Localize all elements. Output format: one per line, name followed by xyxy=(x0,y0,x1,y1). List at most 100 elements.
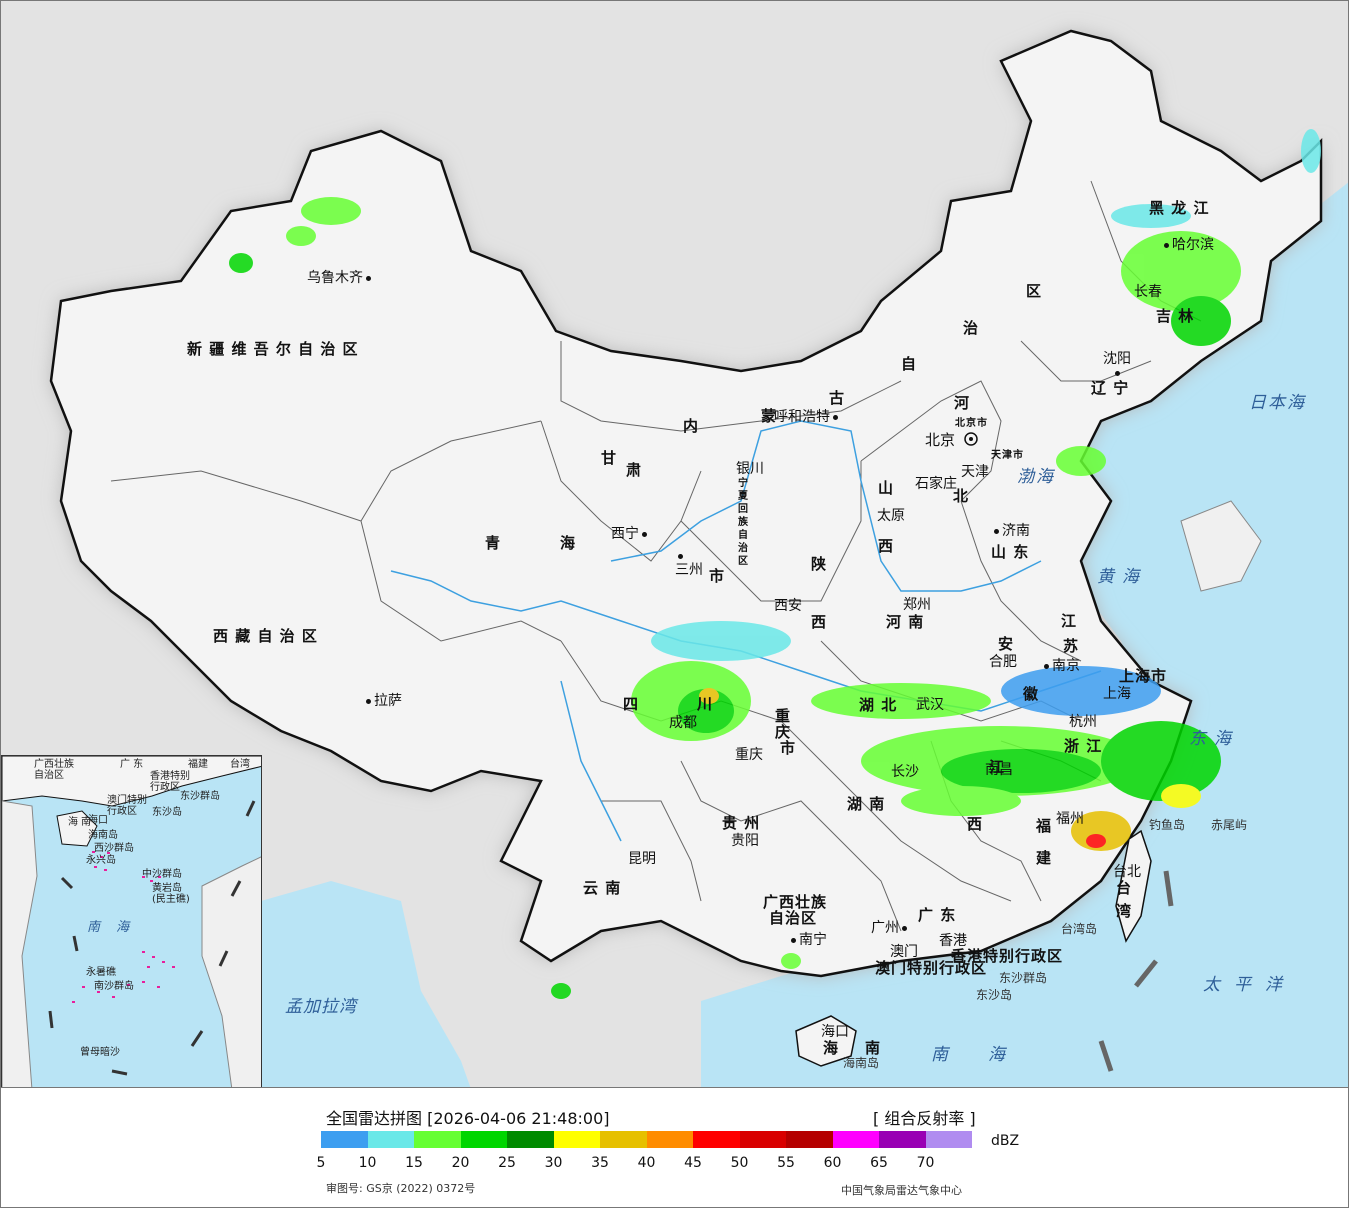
sea-east-china: 东海 xyxy=(1189,729,1239,749)
legend-color-bar xyxy=(321,1131,972,1148)
province-fujian-1: 福 xyxy=(1036,817,1053,835)
legend-swatch-1 xyxy=(367,1131,414,1148)
city-xining: 西宁 xyxy=(611,527,650,541)
legend-title: 全国雷达拼图 [2026-04-06 21:48:00] xyxy=(326,1109,610,1128)
legend-swatch-4 xyxy=(507,1131,554,1148)
inset-dongsha: 东沙群岛 xyxy=(180,791,220,802)
legend-tick-label: 45 xyxy=(684,1155,702,1171)
inset-yongxing: 永兴岛 xyxy=(86,855,116,866)
city-jinan: 济南 xyxy=(991,524,1030,538)
province-shanghai: 上海市 xyxy=(1119,667,1168,685)
island-dongsha-group: 东沙群岛 xyxy=(999,971,1048,985)
province-neimenggu-5: 治 xyxy=(963,319,980,337)
legend-swatch-7 xyxy=(646,1131,693,1148)
inset-hk: 香港特别 行政区 xyxy=(150,771,190,793)
city-guiyang: 贵阳 xyxy=(731,833,759,849)
japan-sea xyxy=(1181,182,1348,471)
inset-zhongsha: 中沙群岛 xyxy=(142,869,182,880)
province-shandong: 山 东 xyxy=(991,543,1030,561)
city-zhengzhou: 郑州 xyxy=(903,597,931,613)
province-qinghai-2: 海 xyxy=(560,534,577,552)
inset-taiwan: 台湾 xyxy=(230,759,250,770)
legend-swatch-11 xyxy=(832,1131,879,1148)
inset-map-graphic xyxy=(2,756,261,1087)
legend-swatch-6 xyxy=(600,1131,647,1148)
city-xian: 西安 xyxy=(774,598,802,614)
legend-swatch-2 xyxy=(414,1131,461,1148)
city-lhasa: 拉萨 xyxy=(363,694,402,708)
province-neimenggu-6: 区 xyxy=(1026,282,1043,300)
legend-tick-label: 30 xyxy=(544,1155,563,1171)
province-taiwan-1: 台 xyxy=(1116,879,1133,897)
province-neimenggu-2: 蒙 xyxy=(761,407,778,425)
province-shanxi-1: 山 xyxy=(878,479,895,497)
province-taiwan-2: 湾 xyxy=(1116,902,1133,920)
legend-ticks: 5 10 15 20 25 30 35 40 45 50 55 60 65 70 xyxy=(1,1155,1349,1175)
legend-tick-label: 35 xyxy=(591,1155,609,1171)
province-henan: 河 南 xyxy=(886,613,925,631)
province-hk-sar: 香港特别行政区 xyxy=(951,947,1064,965)
legend-tick-label: 5 xyxy=(316,1155,326,1171)
legend-tick-label: 15 xyxy=(405,1155,423,1171)
island-diaoyu: 钓鱼岛 xyxy=(1149,818,1186,832)
legend-swatch-13 xyxy=(925,1131,972,1148)
province-ningxia-2: 夏 xyxy=(738,491,749,502)
province-xizang: 西 藏 自 治 区 xyxy=(213,627,318,645)
province-ningxia-5: 自 xyxy=(738,530,749,541)
inset-fujian: 福建 xyxy=(188,759,208,770)
legend-swatch-3 xyxy=(460,1131,507,1148)
province-sichuan-1: 四 xyxy=(623,695,640,713)
city-haikou: 海口 xyxy=(821,1024,849,1040)
city-yinchuan: 银川 xyxy=(736,461,764,477)
city-hohhot: 呼和浩特 xyxy=(774,410,841,424)
inset-guangdong: 广 东 xyxy=(120,759,144,770)
province-qinghai-1: 青 xyxy=(485,534,502,552)
sea-bohai: 渤海 xyxy=(1017,467,1055,487)
island-dongsha: 东沙岛 xyxy=(976,988,1013,1002)
sea-pacific: 太平洋 xyxy=(1203,975,1296,995)
inset-hainan-island: 海南岛 xyxy=(88,830,118,841)
inset-nanhai: 南 海 xyxy=(87,920,136,935)
city-guangzhou: 广州 xyxy=(871,921,910,935)
city-taiyuan: 太原 xyxy=(877,508,905,524)
inset-huangyan: 黄岩岛 (民主礁) xyxy=(152,883,190,905)
city-hefei: 合肥 xyxy=(989,654,1017,670)
province-ningxia-7: 区 xyxy=(738,556,749,567)
inset-macao: 澳门特别 行政区 xyxy=(107,795,147,817)
legend-swatch-5 xyxy=(553,1131,600,1148)
island-chiwei: 赤尾屿 xyxy=(1211,818,1248,832)
province-gansu-1: 甘 xyxy=(601,449,618,467)
legend-tick-label: 60 xyxy=(823,1155,842,1171)
sea-bengal: 孟加拉湾 xyxy=(285,997,357,1017)
legend-tick-label: 10 xyxy=(358,1155,377,1171)
inset-xisha: 西沙群岛 xyxy=(94,843,134,854)
province-tianjin: 天津市 xyxy=(991,450,1024,461)
inset-zengmu: 曾母暗沙 xyxy=(80,1047,120,1058)
province-neimenggu-1: 内 xyxy=(683,417,700,435)
island-hainan: 海南岛 xyxy=(843,1056,880,1070)
city-hangzhou: 杭州 xyxy=(1069,714,1097,730)
inset-yongshu: 永暑礁 xyxy=(86,967,116,978)
city-taipei: 台北 xyxy=(1113,864,1141,880)
city-nanjing: 南京 xyxy=(1041,659,1080,673)
province-jiangsu-1: 江 xyxy=(1061,612,1078,630)
island-taiwan: 台湾岛 xyxy=(1061,922,1098,936)
province-guangdong: 广 东 xyxy=(918,906,957,924)
legend-tick-label: 70 xyxy=(916,1155,935,1171)
province-xinjiang: 新 疆 维 吾 尔 自 治 区 xyxy=(187,340,359,358)
province-guangxi-1: 广西壮族 xyxy=(763,893,828,911)
sea-south-china: 南海 xyxy=(931,1045,1045,1065)
province-jiangsu-2: 苏 xyxy=(1063,637,1080,655)
inset-nansha: 南沙群岛 xyxy=(94,981,134,992)
legend-swatch-8 xyxy=(693,1131,740,1148)
south-china-sea-inset: 广西壮族 自治区 广 东 福建 台湾 香港特别 行政区 澳门特别 行政区 东沙群… xyxy=(1,755,262,1087)
province-heilongjiang: 黑 龙 江 xyxy=(1149,199,1210,217)
province-beijing: 北京市 xyxy=(955,418,988,429)
legend-tick-label: 25 xyxy=(498,1155,516,1171)
city-shijiazhuang: 石家庄 xyxy=(915,476,957,492)
province-shaanxi-2: 西 xyxy=(811,613,828,631)
legend-swatch-12 xyxy=(879,1131,926,1148)
city-hongkong: 香港 xyxy=(939,933,967,949)
province-anhui-1: 安 xyxy=(998,635,1015,653)
city-shenyang: 沈阳 xyxy=(1103,352,1131,380)
